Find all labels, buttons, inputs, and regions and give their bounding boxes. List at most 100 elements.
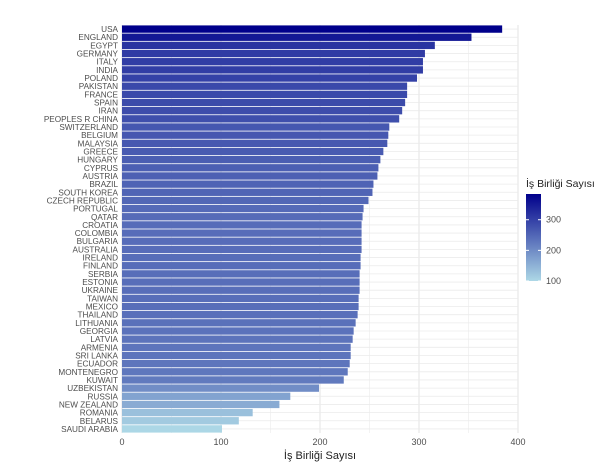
y-tick-label: USA [101,25,118,34]
y-tick-label: LITHUANIA [75,319,118,328]
bar [122,25,503,33]
bar [122,82,408,90]
y-tick-label: EGYPT [90,41,118,50]
bar [122,302,359,311]
y-tick-label: MALAYSIA [78,139,119,148]
bar [122,327,354,335]
bar [122,343,351,351]
bar [122,319,356,327]
bar [122,262,361,270]
y-tick-label: AUSTRIA [83,172,119,181]
y-tick-label: PORTUGAL [73,205,118,214]
y-tick-label: IRAN [98,107,118,116]
y-tick-label: MONTENEGRO [58,368,118,377]
bar [122,41,435,50]
x-axis-title: İş Birliği Sayısı [284,449,356,462]
bar [122,66,423,74]
x-tick-label: 0 [119,437,124,447]
bar [122,58,423,66]
bar [122,98,406,107]
bar [122,139,388,147]
y-tick-label: INDIA [96,66,118,75]
y-tick-label: FINLAND [83,262,118,271]
y-tick-label: SAUDI ARABIA [61,425,118,434]
bars [122,25,503,433]
bar [122,33,472,41]
legend-ticks: 100 200 300 [526,215,561,286]
bar [122,229,362,237]
y-tick-label: CYPRUS [84,164,119,173]
y-tick-label: GEORGIA [80,327,119,336]
legend-colorbar [526,194,541,281]
bar [122,90,408,99]
bar [122,115,400,123]
y-tick-label: RUSSIA [88,392,119,401]
y-tick-label: FRANCE [84,90,118,99]
bar [122,74,418,82]
bar [122,164,379,172]
y-tick-label: QATAR [91,213,118,222]
y-tick-label: BELARUS [80,417,119,426]
bar [122,172,378,180]
y-tick-label: BRAZIL [89,180,118,189]
y-tick-label: TAIWAN [87,294,118,303]
bar [122,245,362,254]
x-tick-label: 400 [510,437,525,447]
bar [122,425,222,433]
bar [122,376,344,384]
y-tick-label: CROATIA [82,221,118,230]
y-tick-label: UZBEKISTAN [67,384,118,393]
y-tick-label: IRELAND [83,254,119,263]
y-tick-labels: USAENGLANDEGYPTGERMANYITALYINDIAPOLANDPA… [44,25,119,434]
bar [122,204,364,213]
y-tick-label: PAKISTAN [79,82,118,91]
y-tick-label: GERMANY [77,50,119,59]
bar [122,286,360,294]
bar [122,213,363,221]
bar [122,278,360,286]
y-tick-label: THAILAND [78,311,119,320]
bar [122,270,360,278]
x-tick-label: 200 [312,437,327,447]
y-tick-label: ESTONIA [82,278,118,287]
bar [122,408,253,417]
y-tick-label: SPAIN [94,99,118,108]
y-tick-label: PEOPLES R CHINA [44,115,119,124]
y-tick-label: BULGARIA [77,237,119,246]
bar [122,49,425,58]
bar [122,359,350,368]
bar [122,384,320,392]
bar [122,196,369,205]
y-tick-label: BELGIUM [81,131,118,140]
bar [122,351,351,360]
bar [122,131,389,139]
bar [122,180,374,188]
y-tick-label: ECUADOR [77,360,118,369]
legend-tick-label: 200 [546,245,561,255]
y-tick-label: MEXICO [86,303,118,312]
y-tick-label: HUNGARY [77,156,118,165]
bar [122,107,403,115]
bar [122,123,390,131]
bar [122,147,384,156]
y-tick-label: ITALY [96,58,118,67]
y-tick-label: SWITZERLAND [59,123,118,132]
bar [122,237,362,245]
y-tick-label: ROMANIA [80,409,119,418]
legend-title: İş Birliği Sayısı [526,177,595,190]
y-tick-label: LATVIA [90,335,118,344]
bar [122,188,373,196]
y-tick-label: CZECH REPUBLIC [47,196,119,205]
bar [122,400,280,409]
y-tick-label: ENGLAND [78,33,118,42]
y-tick-label: GREECE [83,147,118,156]
bar [122,392,291,400]
y-tick-label: POLAND [84,74,118,83]
y-tick-label: SRI LANKA [75,351,118,360]
bar [122,253,361,262]
legend-tick-label: 100 [546,276,561,286]
x-tick-label: 300 [411,437,426,447]
bar [122,417,239,425]
y-tick-label: KUWAIT [86,376,118,385]
